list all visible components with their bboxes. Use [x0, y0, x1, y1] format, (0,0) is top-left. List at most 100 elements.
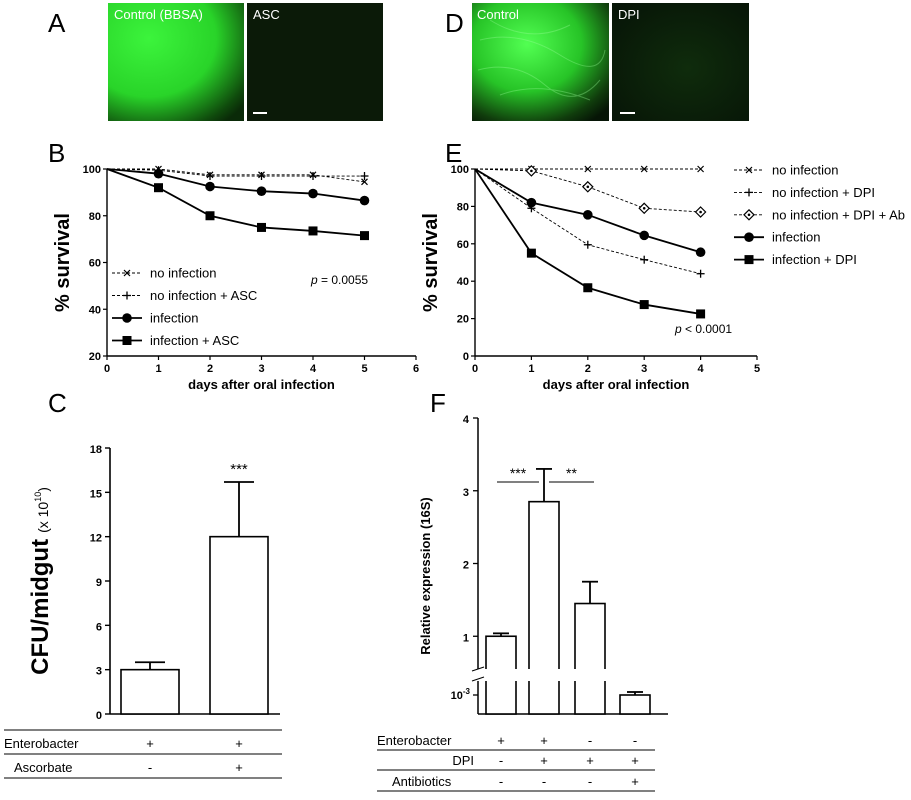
y-tick-label: 15 [90, 488, 102, 500]
y-tick-label: 6 [96, 621, 102, 633]
micrograph-dpi [612, 3, 749, 121]
data-point [206, 172, 214, 181]
data-point [581, 180, 594, 193]
micrograph-asc [247, 3, 383, 121]
data-point [694, 206, 707, 218]
micrograph-label: Control [477, 7, 519, 22]
y-axis-label-unit: (x 10 [35, 502, 51, 533]
condition-value: + [235, 736, 243, 751]
y-tick-label: 100 [451, 164, 469, 176]
series-line [106, 168, 365, 202]
y-tick-label: 0 [96, 710, 102, 722]
marker-stroke [745, 166, 753, 174]
x-tick-label: 3 [258, 363, 264, 375]
x-tick-label: 4 [698, 363, 705, 375]
y-tick-label: 1 [463, 632, 469, 644]
data-point [361, 178, 368, 186]
panel-a: A Control (BBSA) ASC [48, 3, 383, 121]
condition-name: Enterobacter [377, 733, 452, 748]
panel-letter-b: B [48, 138, 65, 168]
p-value-annotation: p = 0.0055 [310, 273, 368, 287]
data-point [257, 222, 266, 232]
marker-stroke [123, 269, 131, 277]
x-tick-label: 1 [155, 363, 161, 375]
legend-marker [744, 255, 754, 265]
data-point [205, 211, 215, 221]
y-tick-label: 40 [89, 304, 101, 316]
axis-break [471, 676, 485, 682]
marker-stroke [697, 165, 705, 173]
legend-marker [744, 232, 754, 242]
x-tick-label: 5 [754, 363, 760, 375]
y-tick-label: 12 [90, 533, 102, 545]
y-tick-label: 3 [463, 487, 469, 499]
y-tick-label: 80 [89, 211, 101, 223]
p-value-annotation: p < 0.0001 [674, 322, 732, 336]
marker-dot [699, 210, 702, 214]
panel-letter-e: E [445, 138, 462, 168]
y-tick-label-break: 10-3 [451, 687, 471, 702]
bar [209, 535, 269, 715]
legend-marker [123, 269, 131, 277]
data-point [584, 165, 592, 173]
y-tick-label-exponent: -3 [463, 687, 471, 696]
legend-label: no infection [150, 266, 217, 281]
bar [528, 500, 560, 715]
chart-e-survival: 0 20 40 60 80 100 0 1 2 3 4 5 days after oral infect… [420, 163, 905, 393]
data-point [639, 300, 649, 310]
y-axis-label-exponent: 10 [33, 492, 43, 502]
condition-value: + [631, 753, 639, 768]
panel-letter-f: F [430, 388, 446, 418]
condition-value: + [146, 736, 154, 751]
condition-name: Enterobacter [4, 736, 79, 751]
x-tick-label: 0 [472, 363, 478, 375]
legend-marker [743, 208, 755, 221]
significance-label: *** [230, 461, 248, 478]
x-tick-label: 2 [585, 363, 591, 375]
y-tick-label: 60 [457, 239, 469, 251]
series-line [107, 168, 365, 183]
data-point [526, 197, 537, 208]
panel-d: D Control DPI [445, 3, 749, 121]
y-axis-label-close: ) [35, 487, 51, 492]
x-tick-label: 1 [528, 363, 534, 375]
data-point [205, 181, 215, 192]
condition-value: - [588, 774, 592, 789]
y-axis-label: % survival [52, 213, 74, 312]
significance-label: ** [566, 465, 577, 481]
data-point [308, 226, 318, 236]
panel-letter-a: A [48, 8, 66, 38]
condition-name: DPI [452, 753, 474, 768]
data-point [153, 168, 164, 179]
y-tick-label: 0 [463, 351, 469, 363]
p-value-symbol: p [674, 322, 682, 336]
x-tick-label: 3 [641, 363, 647, 375]
data-point [309, 172, 317, 181]
data-point [696, 309, 706, 319]
data-point [639, 230, 649, 241]
p-value-text: < 0.0001 [682, 322, 733, 336]
y-tick-label: 40 [457, 276, 469, 288]
data-point [526, 248, 536, 258]
condition-value: - [499, 753, 503, 768]
condition-value: + [631, 774, 639, 789]
condition-value: + [497, 733, 505, 748]
chart-c-cfu: 0 3 6 9 12 15 18 *** CFU/midgut (x 1010) Enterobac… [4, 444, 282, 779]
bar [485, 635, 517, 715]
x-axis-label: days after oral infection [188, 377, 335, 392]
legend-marker [123, 291, 131, 300]
condition-value: - [633, 733, 637, 748]
data-point [640, 165, 648, 173]
p-value-text: = 0.0055 [318, 273, 369, 287]
condition-value: + [540, 733, 548, 748]
data-point [257, 172, 266, 181]
bar [120, 668, 180, 715]
micrograph-control-bbsa [108, 3, 244, 121]
condition-value: - [499, 774, 503, 789]
significance-label: *** [510, 465, 527, 481]
legend-marker [122, 336, 132, 345]
data-point [525, 165, 538, 177]
y-axis-label: % survival [420, 213, 442, 312]
